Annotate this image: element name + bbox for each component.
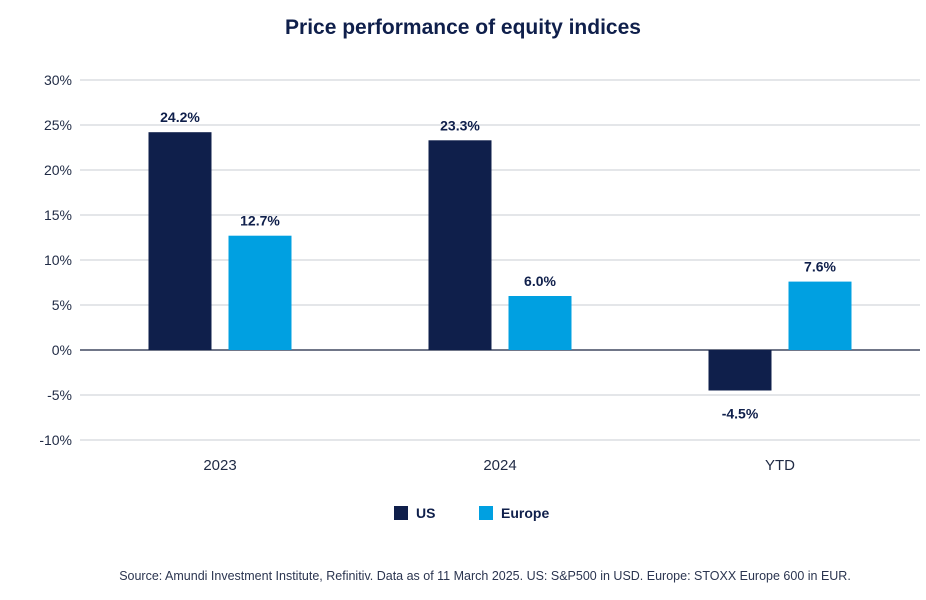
legend-swatch-us [394,506,408,520]
bar-europe-ytd [788,281,852,350]
y-tick-label: -10% [39,432,72,448]
legend-swatch-europe [479,506,493,520]
y-tick-label: 5% [52,297,72,313]
data-label: -4.5% [722,406,759,422]
x-category-label: YTD [765,457,795,474]
x-category-label: 2023 [203,457,236,474]
legend-label-us: US [416,505,435,521]
bar-us-2024 [428,140,492,350]
x-category-label: 2024 [483,457,516,474]
bar-us-ytd [708,350,772,391]
y-tick-label: 10% [44,252,72,268]
y-tick-label: 30% [44,72,72,88]
legend-label-europe: Europe [501,505,549,521]
chart-title: Price performance of equity indices [285,16,641,39]
data-label: 12.7% [240,213,280,229]
bar-europe-2023 [228,235,292,350]
legend: US Europe [394,505,549,521]
y-axis-tick-labels: 30% 25% 20% 15% 10% 5% 0% -5% -10% [39,72,72,448]
bar-europe-2024 [508,296,572,350]
y-tick-label: -5% [47,387,72,403]
source-note: Source: Amundi Investment Institute, Ref… [119,569,851,583]
bar-us-2023 [148,132,212,350]
data-label: 24.2% [160,109,200,125]
bars [148,132,852,391]
data-labels: 24.2% 12.7% 23.3% 6.0% -4.5% 7.6% [160,109,836,421]
data-label: 7.6% [804,259,836,275]
gridlines [80,79,920,441]
y-tick-label: 20% [44,162,72,178]
y-tick-label: 25% [44,117,72,133]
data-label: 23.3% [440,117,480,133]
y-tick-label: 15% [44,207,72,223]
y-tick-label: 0% [52,342,72,358]
x-axis-category-labels: 2023 2024 YTD [203,457,795,474]
data-label: 6.0% [524,273,556,289]
